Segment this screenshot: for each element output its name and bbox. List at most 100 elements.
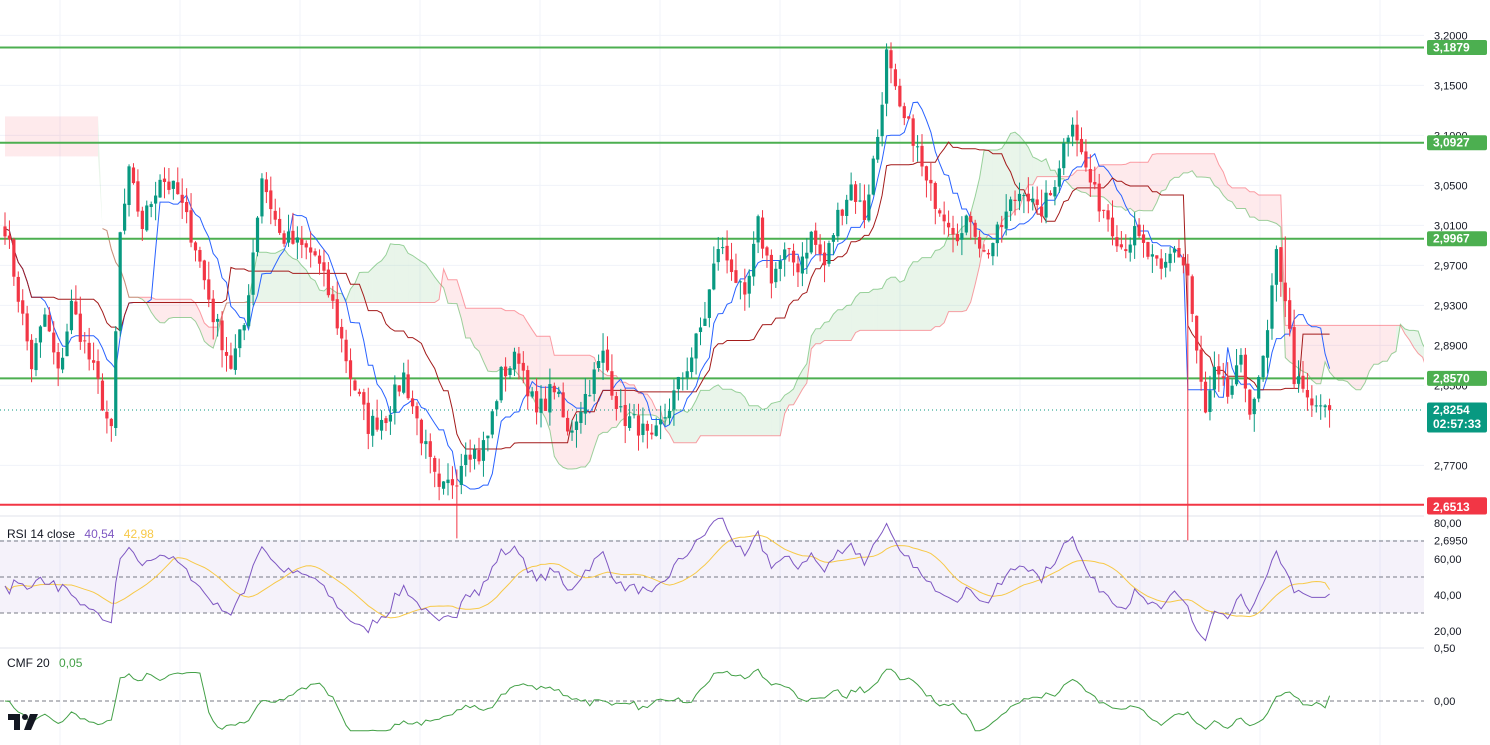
candle-body: [224, 352, 229, 356]
candle: [636, 403, 641, 451]
cloud-segment: [452, 279, 457, 304]
candle: [707, 289, 711, 328]
candle-body: [1195, 315, 1199, 351]
cloud-segment: [1418, 331, 1423, 358]
candle: [1062, 138, 1066, 176]
cloud-segment: [673, 409, 679, 443]
candle: [579, 401, 583, 434]
candle: [1044, 180, 1048, 224]
candle: [946, 210, 951, 237]
cloud-segment: [416, 258, 422, 303]
candle: [109, 417, 113, 442]
rsi-pane[interactable]: [0, 517, 1424, 642]
cloud-segment: [474, 308, 480, 352]
candle-body: [1102, 209, 1106, 211]
candle: [136, 169, 140, 217]
cloud-segment: [580, 355, 586, 468]
candle-body: [419, 419, 424, 444]
candle-body: [1040, 206, 1044, 217]
candle: [264, 172, 268, 204]
candle-body: [167, 181, 171, 190]
candle-body: [145, 205, 149, 231]
price-axis[interactable]: 3,25003,20003,15003,10003,05003,01002,97…: [1424, 0, 1490, 745]
candle: [570, 419, 574, 441]
candle-body: [845, 199, 849, 216]
cloud-segment: [762, 408, 767, 436]
cloud-segment: [1103, 164, 1109, 201]
candle: [1009, 196, 1013, 221]
cmf-legend[interactable]: CMF 20 0,05: [7, 656, 88, 670]
candle: [1057, 160, 1061, 194]
cloud-segment: [270, 253, 276, 303]
cloud-segment: [1267, 194, 1272, 222]
candle: [1159, 249, 1163, 280]
cloud-segment: [31, 116, 37, 157]
cloud-segment: [399, 244, 404, 303]
price-level-badge[interactable]: 2,8570: [1427, 370, 1487, 386]
candle-body: [158, 179, 162, 198]
candle: [840, 208, 844, 226]
candle-body: [619, 406, 623, 408]
cloud-segment: [1409, 330, 1414, 348]
candle: [362, 388, 366, 421]
price-level-badge[interactable]: 2,9967: [1427, 231, 1487, 247]
candle: [406, 359, 410, 400]
candle: [450, 466, 455, 499]
candle: [915, 135, 920, 162]
cloud-segment: [354, 272, 360, 303]
cloud-segment: [13, 116, 19, 157]
cloud-segment: [1285, 325, 1290, 362]
candle-body: [721, 247, 725, 249]
cloud-segment: [1147, 154, 1153, 211]
candle-body: [1217, 366, 1221, 375]
cloud-segment: [1223, 172, 1228, 201]
candle: [229, 342, 233, 370]
candle-body: [902, 106, 906, 119]
candle: [1212, 351, 1216, 398]
candle: [291, 212, 295, 245]
candle-body: [942, 214, 946, 222]
price-level-badge[interactable]: 3,1879: [1427, 40, 1487, 55]
candle: [978, 230, 982, 258]
candle-body: [105, 411, 109, 419]
candle: [889, 42, 893, 84]
low-price-badge-bg: [1427, 499, 1487, 515]
candle-body: [1257, 376, 1261, 399]
candle: [47, 307, 51, 333]
candlesticks[interactable]: [3, 42, 1332, 541]
candle-body: [1066, 137, 1070, 143]
price-level-badge[interactable]: 3,0927: [1427, 135, 1487, 151]
low-price-badge[interactable]: 2,6513: [1427, 499, 1487, 515]
candle: [517, 346, 521, 380]
candle-body: [264, 179, 268, 193]
candle: [1234, 349, 1239, 387]
price-tick-label: 2,6950: [1434, 535, 1468, 547]
rsi-legend[interactable]: RSI 14 close 40,54 42,98: [7, 527, 160, 541]
ichimoku-cloud: [5, 116, 1428, 470]
candle-body: [353, 380, 357, 391]
candle: [83, 332, 87, 354]
candle: [207, 261, 211, 308]
price-tick-label: 2,8900: [1434, 340, 1468, 352]
candle-body: [1004, 211, 1008, 229]
cloud-segment: [492, 308, 497, 372]
cloud-segment: [208, 327, 214, 349]
cloud-segment: [771, 402, 776, 436]
candle: [597, 354, 601, 372]
candle: [1133, 212, 1137, 259]
candle-body: [29, 339, 34, 370]
cmf-pane[interactable]: [0, 668, 1424, 732]
candle: [145, 200, 149, 232]
candle: [25, 305, 29, 351]
candle: [1203, 371, 1208, 414]
candle: [960, 216, 964, 256]
candle-body: [220, 320, 224, 351]
cloud-segment: [164, 299, 169, 323]
candle-body: [752, 243, 756, 277]
candle-body: [1093, 181, 1097, 185]
candle: [340, 318, 344, 353]
candle: [410, 390, 415, 415]
tradingview-logo[interactable]: [8, 712, 42, 732]
